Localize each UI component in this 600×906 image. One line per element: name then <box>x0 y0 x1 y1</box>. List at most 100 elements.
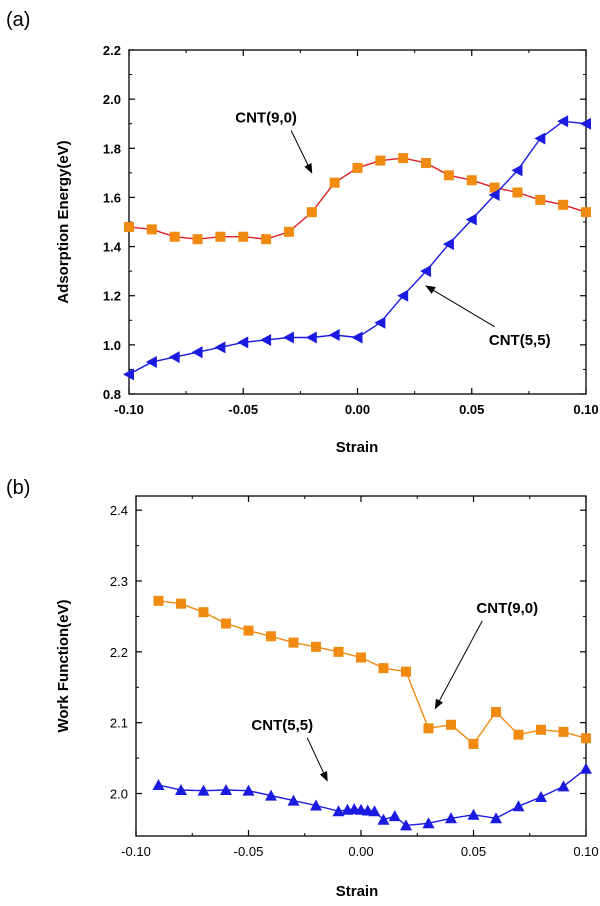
data-point <box>534 132 546 145</box>
data-point <box>146 224 157 235</box>
data-point <box>305 331 317 344</box>
data-point <box>153 595 164 606</box>
data-point <box>221 618 231 629</box>
data-point <box>422 817 435 829</box>
data-point <box>287 794 300 806</box>
data-point <box>215 231 226 242</box>
data-point <box>176 598 186 609</box>
x-tick-label: -0.05 <box>234 844 264 859</box>
data-point <box>465 213 477 226</box>
x-tick-label: -0.10 <box>114 402 144 417</box>
data-point <box>197 784 210 796</box>
data-point <box>124 221 134 232</box>
chart-panel-a: (a) -0.10 -0.05 0.00 0.05 0.10 0.8 1.0 1.2 1.4 1.6… <box>6 9 599 456</box>
data-point <box>152 779 165 790</box>
data-point <box>466 175 477 186</box>
panel-label: (a) <box>6 9 30 31</box>
x-tick-label: 0.05 <box>459 402 484 417</box>
data-point <box>191 346 203 359</box>
data-point <box>282 331 294 344</box>
data-point <box>266 631 276 642</box>
data-point <box>356 652 366 663</box>
data-point <box>468 738 479 749</box>
y-tick-label: 1.6 <box>103 190 121 205</box>
series-annotation: CNT(5,5) <box>251 717 313 734</box>
data-point <box>423 723 434 734</box>
data-point <box>420 265 432 278</box>
data-point <box>243 625 254 636</box>
series-annotation: CNT(9,0) <box>476 600 538 617</box>
x-tick-label: 0.10 <box>573 402 598 417</box>
x-axis-title: Strain <box>336 883 379 900</box>
data-point <box>421 158 432 169</box>
data-point <box>283 226 294 237</box>
data-point <box>558 726 569 737</box>
y-tick-label: 0.8 <box>103 387 121 402</box>
data-point <box>489 182 500 193</box>
data-point <box>467 808 480 820</box>
data-point <box>175 783 187 795</box>
y-tick-label: 1.8 <box>103 141 121 156</box>
data-point <box>535 194 546 205</box>
data-point <box>446 719 456 730</box>
data-point <box>513 729 524 740</box>
data-point <box>328 329 340 342</box>
y-tick-label: 1.0 <box>103 338 121 353</box>
data-point <box>491 707 501 718</box>
chart-panel-b: (b) -0.10 -0.05 0.00 0.05 0.10 2.0 2.1 2.2 2.3 2.4… <box>6 477 599 900</box>
series-CNT(5,5) <box>123 115 591 381</box>
series-CNT(9,0) <box>153 595 591 749</box>
data-point <box>374 316 386 329</box>
annotation-arrow <box>425 285 495 328</box>
y-axis-title: Adsorption Energy(eV) <box>55 140 72 303</box>
data-point <box>445 812 457 824</box>
data-point <box>220 783 232 795</box>
data-point <box>397 289 409 302</box>
data-point <box>378 663 389 674</box>
data-point <box>375 155 386 166</box>
data-point <box>288 637 299 648</box>
data-point <box>512 187 523 198</box>
x-tick-label: 0.05 <box>461 844 486 859</box>
data-point <box>580 762 592 774</box>
data-point <box>351 331 363 344</box>
series-annotation: CNT(5,5) <box>489 332 551 349</box>
series-CNT(5,5) <box>152 762 592 831</box>
data-point <box>558 199 569 210</box>
data-point <box>400 819 412 831</box>
y-axis-title: Work Function(eV) <box>55 599 72 732</box>
annotation-arrow <box>306 737 328 782</box>
data-point <box>443 170 454 181</box>
x-tick-label: 0.10 <box>573 844 598 859</box>
x-tick-label: -0.10 <box>121 844 151 859</box>
y-tick-label: 1.2 <box>103 289 121 304</box>
data-point <box>237 336 249 349</box>
y-tick-label: 2.1 <box>110 716 128 731</box>
series-CNT(9,0) <box>124 153 591 245</box>
data-point <box>169 231 180 242</box>
y-tick-label: 2.2 <box>103 43 121 58</box>
data-point <box>368 805 381 817</box>
data-point <box>260 333 272 346</box>
data-point <box>238 231 249 242</box>
y-tick-label: 2.3 <box>110 574 128 589</box>
series-annotation: CNT(9,0) <box>235 109 297 126</box>
data-point <box>581 207 591 218</box>
data-point <box>442 238 454 251</box>
x-tick-label: 0.00 <box>345 402 370 417</box>
data-point <box>311 641 321 652</box>
data-point <box>557 115 569 128</box>
data-point <box>580 117 591 130</box>
data-point <box>329 177 340 188</box>
x-axis-title: Strain <box>336 439 379 456</box>
y-tick-label: 2.4 <box>110 503 128 518</box>
series-line <box>158 768 587 827</box>
data-point <box>581 733 591 744</box>
data-point <box>398 153 409 164</box>
y-tick-label: 2.2 <box>110 645 128 660</box>
data-point <box>123 368 134 381</box>
data-point <box>145 356 157 369</box>
data-point <box>265 789 277 801</box>
data-point <box>214 341 226 354</box>
